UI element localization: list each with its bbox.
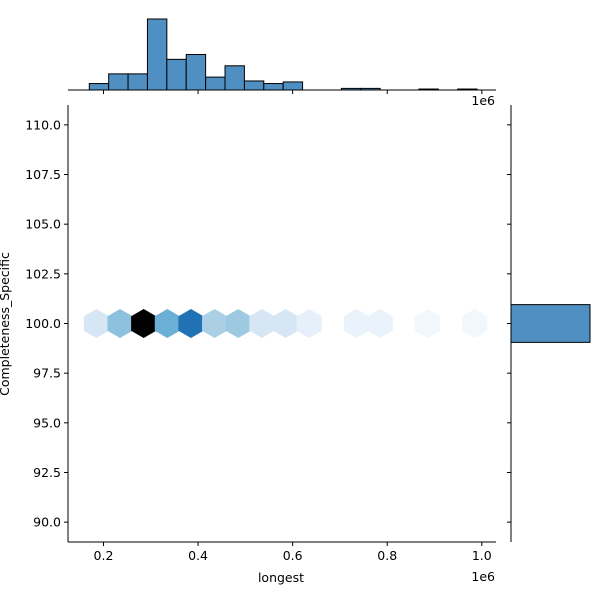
x-offset-label-bottom: 1e6 <box>471 569 495 584</box>
top-hist-bar-1 <box>108 73 129 91</box>
y-tick-label: 95.0 <box>33 415 61 430</box>
x-axis-label: longest <box>258 570 304 585</box>
top-hist-bar-7 <box>224 65 245 91</box>
x-tick-label: 0.6 <box>283 548 303 563</box>
right-hist-bar-0 <box>510 304 591 343</box>
x-tick-label: 0.2 <box>94 548 114 563</box>
top-hist-bar-10 <box>282 81 304 91</box>
hex-cell-0 <box>83 309 109 338</box>
x-tick-label: 0.8 <box>377 548 397 563</box>
y-axis-label: Completeness_Specific <box>0 252 12 396</box>
hex-cell-8 <box>272 309 299 338</box>
hex-cell-3 <box>154 309 180 338</box>
x-tick-label: 1.0 <box>472 548 492 563</box>
x-offset-label-top: 1e6 <box>471 93 495 108</box>
top-hist-bar-9 <box>263 83 284 91</box>
y-tick-label: 107.5 <box>25 167 61 182</box>
top-hist-bar-4 <box>166 58 187 91</box>
top-hist-bar-8 <box>243 80 265 91</box>
hexbin-cells <box>83 309 488 338</box>
hex-cell-11 <box>367 309 393 338</box>
hex-cell-5 <box>202 309 228 338</box>
y-tick-label: 105.0 <box>25 217 61 232</box>
right-marginal-histogram <box>507 105 591 542</box>
top-hist-bar-5 <box>185 54 207 91</box>
hex-cell-4 <box>178 309 204 338</box>
hex-cell-2 <box>131 309 157 338</box>
hex-cell-7 <box>249 309 275 338</box>
main-axes: 0.2 0.4 0.6 0.8 1.0 90.0 92.5 95.0 97.5 100.0 102.… <box>25 105 496 563</box>
hex-cell-13 <box>462 309 488 338</box>
y-tick-label: 100.0 <box>25 316 61 331</box>
y-tick-label: 110.0 <box>25 117 61 132</box>
top-hist-bar-6 <box>205 76 226 91</box>
hex-cell-1 <box>107 309 133 338</box>
top-hist-bar-2 <box>127 73 148 91</box>
hex-cell-12 <box>414 309 440 338</box>
top-hist-bar-3 <box>146 18 168 91</box>
y-tick-label: 92.5 <box>33 465 61 480</box>
hex-cell-9 <box>296 309 322 338</box>
y-tick-label: 97.5 <box>33 366 61 381</box>
x-tick-label: 0.4 <box>188 548 208 563</box>
top-hist-bar-0 <box>88 83 110 91</box>
y-tick-label: 90.0 <box>33 515 61 530</box>
hex-cell-10 <box>343 309 370 338</box>
y-tick-label: 102.5 <box>25 266 61 281</box>
top-marginal-histogram <box>68 18 496 94</box>
hex-cell-6 <box>225 309 251 338</box>
